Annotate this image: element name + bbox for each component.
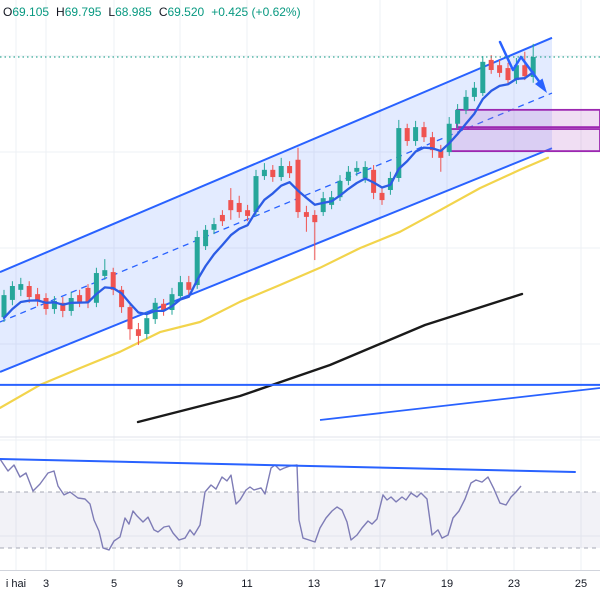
candle-body <box>471 87 477 97</box>
candle-body <box>85 287 91 302</box>
projection-arrow[interactable] <box>498 40 546 90</box>
candle-body <box>337 180 343 198</box>
candle-body <box>505 68 511 81</box>
time-axis-label: 13 <box>307 578 321 590</box>
candle-body <box>303 212 309 217</box>
candle-body <box>513 65 519 81</box>
candles <box>1 43 536 346</box>
candle-body <box>429 137 435 151</box>
candle-body <box>245 210 251 216</box>
candle-body <box>396 128 402 178</box>
ema-line <box>2 71 535 320</box>
candle-body <box>530 57 536 77</box>
candle-body <box>102 270 108 276</box>
candle-body <box>312 214 318 223</box>
candle-body <box>261 169 267 177</box>
candle-body <box>186 282 192 290</box>
candle-body <box>421 127 427 138</box>
time-axis-label: 5 <box>110 578 118 590</box>
candle-body <box>354 167 360 172</box>
time-axis-label: 11 <box>241 578 253 590</box>
candle-body <box>480 61 486 94</box>
supply-zone-box[interactable] <box>448 128 600 153</box>
candle-body <box>60 302 66 311</box>
candle-body <box>362 166 368 178</box>
time-axis-label: 9 <box>176 578 184 590</box>
channel-upper-line[interactable] <box>0 36 553 274</box>
candle-body <box>446 123 452 153</box>
time-axis-label: 3 <box>42 578 50 590</box>
oscillator-line <box>0 458 522 551</box>
candle-body <box>135 329 141 336</box>
ohlc-legend: O69.105 H69.795 L68.985 C69.520 +0.425 (+0.6… <box>3 5 301 19</box>
candle-body <box>169 294 175 310</box>
candle-body <box>287 166 293 174</box>
ohlc-low-label: L <box>108 5 116 19</box>
candle-body <box>35 294 41 300</box>
candle-body <box>110 272 116 290</box>
yellow-ma-line <box>0 156 550 409</box>
candle-body <box>455 109 461 124</box>
ohlc-open-value: 69.105 <box>12 5 50 19</box>
candle-body <box>127 307 133 330</box>
candle-body <box>413 127 419 142</box>
diagonal-trendline[interactable] <box>319 387 600 421</box>
ohlc-change-value: +0.425 (+0.62%) <box>211 5 301 19</box>
candle-body <box>194 237 200 286</box>
candle-body <box>295 159 301 213</box>
candle-body <box>51 300 57 310</box>
ohlc-close-label: C <box>158 5 168 19</box>
candle-body <box>488 59 494 70</box>
ohlc-open-label: O <box>3 5 13 19</box>
time-axis-label: 25 <box>574 578 588 590</box>
candle-body <box>379 192 385 201</box>
time-axis[interactable]: i hai 3 5 9 11 13 17 19 23 25 <box>0 570 600 600</box>
time-axis-label: 17 <box>373 578 387 590</box>
candle-body <box>270 169 276 178</box>
time-axis-label: i hai <box>5 578 27 590</box>
freehand-trendline[interactable] <box>136 292 524 424</box>
oscillator-trendline[interactable] <box>0 458 576 473</box>
candle-body <box>144 318 150 334</box>
candle-body <box>68 298 74 311</box>
candle-body <box>211 224 217 230</box>
candle-body <box>93 273 99 303</box>
candle-body <box>522 65 528 77</box>
ohlc-low-value: 68.985 <box>115 5 152 19</box>
candle-body <box>278 166 284 178</box>
candle-body <box>9 286 15 300</box>
channel-lower-line[interactable] <box>0 147 553 373</box>
candle-body <box>253 176 259 213</box>
price-channel-fill <box>0 37 552 372</box>
projection-arrowhead-icon <box>535 78 547 93</box>
candle-body <box>161 303 167 311</box>
supply-zone-box[interactable] <box>456 108 600 129</box>
ohlc-high-label: H <box>56 5 65 19</box>
oscillator-band-fill <box>0 492 600 548</box>
ohlc-high-value: 69.795 <box>64 5 102 19</box>
candle-body <box>236 202 242 213</box>
time-axis-label: 23 <box>507 578 521 590</box>
time-axis-label: 19 <box>440 578 454 590</box>
candle-body <box>177 282 183 297</box>
candle-body <box>219 214 225 222</box>
candle-body <box>26 286 32 298</box>
gridlines <box>0 0 600 570</box>
candle-body <box>203 229 209 247</box>
candle-body <box>18 284 24 290</box>
candle-body <box>404 128 410 142</box>
candle-body <box>320 198 326 213</box>
ohlc-close-value: 69.520 <box>167 5 205 19</box>
candle-body <box>119 289 125 308</box>
candle-body <box>345 171 351 181</box>
candle-body <box>228 200 234 211</box>
candle-body <box>77 295 83 302</box>
candle-body <box>497 65 503 73</box>
candle-body <box>438 150 444 158</box>
candle-body <box>1 295 7 318</box>
candle-body <box>463 96 469 110</box>
